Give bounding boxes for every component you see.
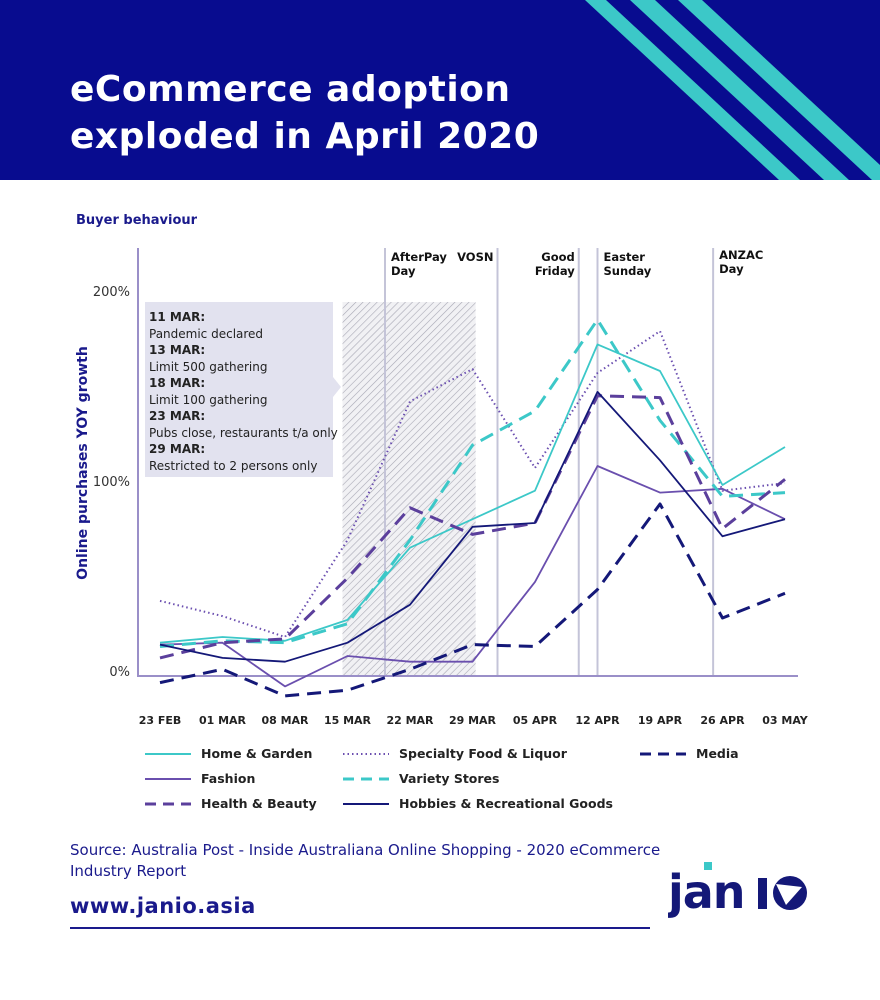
source-citation: Source: Australia Post - Inside Australi… bbox=[70, 841, 661, 880]
annotation-item: 29 MAR: Restricted to 2 persons only bbox=[149, 441, 338, 474]
event-label-line: VOSN bbox=[457, 250, 494, 264]
annotation-date: 18 MAR: bbox=[149, 376, 206, 390]
series-line-home-garden bbox=[159, 343, 786, 644]
event-label-line: Friday bbox=[534, 264, 575, 278]
event-label-line: Day bbox=[719, 262, 744, 276]
x-tick-label: 08 MAR bbox=[261, 714, 309, 727]
annotation-text: Pubs close, restaurants t/a only bbox=[149, 425, 338, 440]
legend-label: Fashion bbox=[201, 771, 256, 786]
lockdown-shaded-region bbox=[342, 302, 476, 675]
event-label-line: Day bbox=[391, 264, 416, 278]
janio-logo: jan bbox=[668, 862, 807, 919]
event-label-line: AfterPay bbox=[391, 250, 447, 264]
annotation-item: 18 MAR: Limit 100 gathering bbox=[149, 375, 338, 408]
event-annotation-box bbox=[145, 302, 333, 477]
x-tick-label: 22 MAR bbox=[386, 714, 434, 727]
legend-label: Specialty Food & Liquor bbox=[399, 746, 567, 761]
series-line-health-beauty bbox=[159, 394, 786, 660]
x-tick-label: 01 MAR bbox=[198, 714, 247, 727]
legend-label: Health & Beauty bbox=[201, 796, 317, 811]
series-line-hobbies-recreational-goods bbox=[159, 390, 786, 663]
title-line-2: exploded in April 2020 bbox=[70, 116, 540, 157]
event-label-line: ANZAC bbox=[719, 248, 764, 262]
event-label-line: Good bbox=[541, 250, 575, 264]
annotation-text: Pandemic declared bbox=[149, 326, 264, 341]
page-title: eCommerce adoption exploded in April 202… bbox=[70, 66, 539, 160]
x-tick-label: 26 APR bbox=[700, 714, 745, 727]
series-line-variety-stores bbox=[159, 318, 786, 648]
annotation-date: 11 MAR: bbox=[149, 310, 206, 324]
annotation-item: 13 MAR: Limit 500 gathering bbox=[149, 342, 338, 375]
x-tick-label: 19 APR bbox=[637, 714, 683, 727]
event-label-line: Sunday bbox=[603, 264, 652, 278]
chart-title: Buyer behaviour bbox=[76, 213, 198, 228]
event-label-line: Easter bbox=[603, 250, 645, 264]
legend-label: Variety Stores bbox=[399, 771, 500, 786]
annotation-item: 11 MAR: Pandemic declared bbox=[149, 309, 338, 342]
divider bbox=[70, 927, 650, 929]
x-tick-label: 03 MAY bbox=[762, 714, 808, 727]
y-tick-label: 0% bbox=[109, 665, 130, 680]
annotation-text: Restricted to 2 persons only bbox=[149, 458, 318, 473]
event-label: Good Friday bbox=[495, 250, 575, 278]
event-label: AfterPay Day bbox=[391, 250, 447, 278]
event-label: VOSN bbox=[414, 250, 494, 264]
decorative-stripes bbox=[585, 0, 880, 180]
title-line-1: eCommerce adoption bbox=[70, 69, 511, 110]
legend-label: Hobbies & Recreational Goods bbox=[399, 796, 613, 811]
y-tick-label: 200% bbox=[92, 285, 130, 300]
annotation-text: Limit 500 gathering bbox=[149, 359, 268, 374]
series-line-media bbox=[159, 502, 786, 698]
series-line-fashion bbox=[159, 465, 786, 688]
annotation-pointer bbox=[333, 377, 341, 397]
annotation-date: 23 MAR: bbox=[149, 409, 206, 423]
annotation-text: Limit 100 gathering bbox=[149, 392, 268, 407]
website-link[interactable]: www.janio.asia bbox=[70, 894, 256, 918]
series-line-specialty-food-liquor bbox=[159, 330, 786, 638]
y-tick-label: 100% bbox=[92, 475, 130, 490]
legend-label: Home & Garden bbox=[201, 746, 313, 761]
annotation-date: 13 MAR: bbox=[149, 343, 206, 357]
x-tick-label: 23 FEB bbox=[138, 714, 182, 727]
svg-text:jan: jan bbox=[668, 865, 745, 919]
annotation-item: 23 MAR: Pubs close, restaurants t/a only bbox=[149, 408, 338, 441]
x-tick-label: 15 MAR bbox=[323, 714, 372, 727]
x-tick-label: 29 MAR bbox=[448, 714, 497, 727]
x-tick-label: 12 APR bbox=[575, 714, 620, 727]
annotation-list: 11 MAR: Pandemic declared 13 MAR: Limit 500… bbox=[149, 309, 338, 474]
header-banner: eCommerce adoption exploded in April 202… bbox=[0, 0, 880, 180]
event-label: ANZAC Day bbox=[719, 248, 763, 276]
x-tick-label: 05 APR bbox=[512, 714, 558, 727]
legend-label: Media bbox=[696, 746, 739, 761]
event-label: Easter Sunday bbox=[604, 250, 652, 278]
annotation-date: 29 MAR: bbox=[149, 442, 206, 456]
